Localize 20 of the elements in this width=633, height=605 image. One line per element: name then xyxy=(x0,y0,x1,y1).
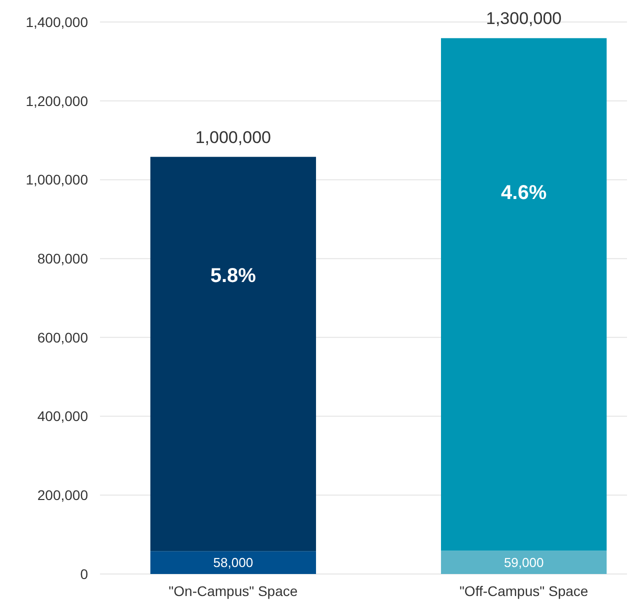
y-tick-label: 800,000 xyxy=(37,250,88,266)
y-tick-label: 400,000 xyxy=(37,408,88,424)
bar xyxy=(150,551,316,574)
y-tick-label: 1,400,000 xyxy=(26,14,88,30)
y-tick-label: 1,000,000 xyxy=(26,172,88,188)
bar xyxy=(150,156,316,552)
data-label: 1,000,000 xyxy=(195,128,271,147)
bar xyxy=(440,38,607,551)
y-tick-label: 600,000 xyxy=(37,329,88,346)
data-label: 58,000 xyxy=(213,555,254,570)
bar xyxy=(440,550,607,574)
data-label: 1,300,000 xyxy=(486,9,562,28)
annotation: 5.8% xyxy=(210,265,256,288)
x-tick-label: "Off-Campus" Space xyxy=(459,583,588,599)
y-tick-label: 1,200,000 xyxy=(26,92,88,109)
y-tick-label: 200,000 xyxy=(37,487,88,504)
x-tick-label: "On-Campus" Space xyxy=(168,583,298,599)
annotation: 4.6% xyxy=(501,182,547,204)
y-tick-label: 0 xyxy=(80,566,88,582)
data-label: 59,000 xyxy=(504,554,544,570)
